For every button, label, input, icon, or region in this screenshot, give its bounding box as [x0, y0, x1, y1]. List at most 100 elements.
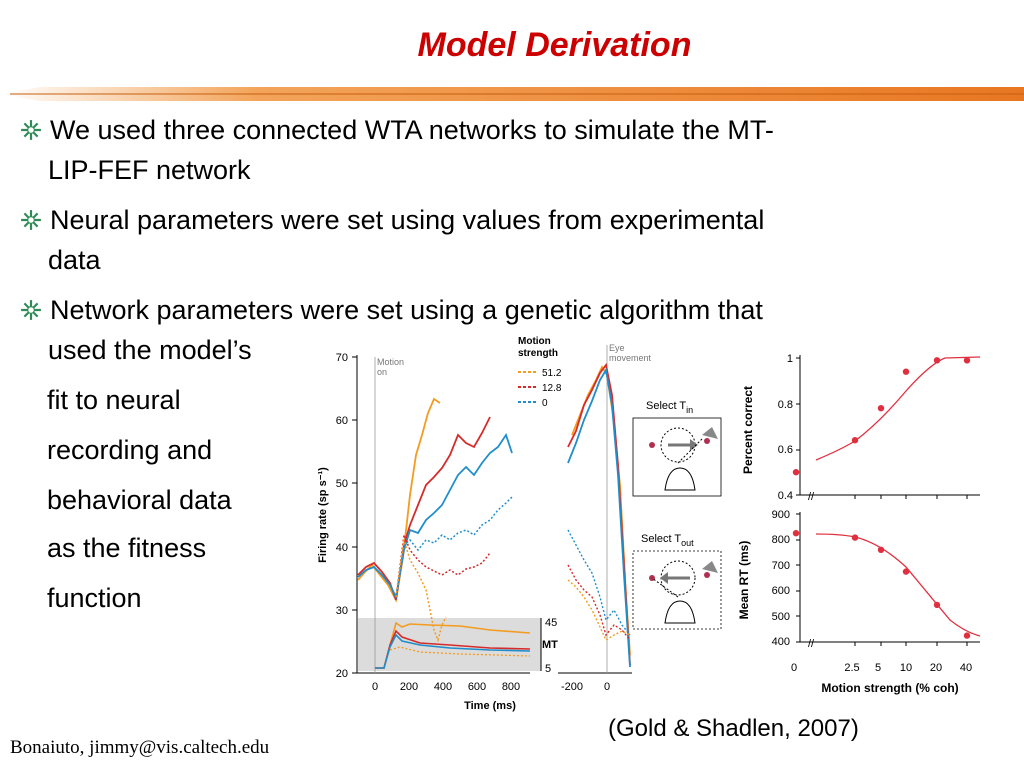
svg-text:600: 600 — [468, 681, 486, 693]
bullet-3-line1: Network parameters were set using a gene… — [50, 295, 763, 325]
rt-tick: 800 — [772, 534, 790, 546]
firing-rate-figure: 20 30 40 50 60 70 Firing rate (sp s⁻¹) 4… — [317, 336, 722, 712]
svg-text:800: 800 — [502, 681, 520, 693]
rt-data-point — [902, 568, 910, 575]
pc-tick: 0.6 — [778, 444, 793, 456]
legend-title-1: Motion — [518, 336, 551, 347]
lip-sacc-12-tout-line — [567, 564, 631, 641]
rt-tick: 600 — [772, 585, 790, 597]
firing-y-tick-label: 60 — [336, 415, 348, 427]
firing-x-ticks-right: -200 0 — [561, 681, 610, 693]
firing-x-label: Time (ms) — [464, 700, 516, 712]
rt-data-point — [963, 632, 971, 639]
mt-tick-bottom: 5 — [545, 663, 551, 675]
rt-points — [792, 530, 971, 639]
eye-movement-label-2: movement — [609, 353, 652, 363]
svg-text:200: 200 — [400, 681, 418, 693]
pc-data-point — [877, 405, 885, 412]
mt-0-line — [375, 633, 531, 669]
lip-12-tout-line — [395, 532, 491, 598]
lip-12-tin-line — [357, 416, 491, 601]
firing-y-ticks — [352, 356, 357, 674]
pc-data-point — [851, 437, 859, 444]
svg-text:-200: -200 — [561, 681, 583, 693]
lip-sacc-51-tout-line — [567, 579, 631, 642]
motion-on-label-1: Motion — [377, 357, 404, 367]
select-tout-label: Select Tout — [641, 533, 694, 548]
motion-on-label-2: on — [377, 367, 387, 377]
select-tin-label: Select Tin — [646, 400, 693, 415]
pc-data-point — [963, 357, 971, 364]
lip-0-tout-line — [395, 496, 513, 598]
rt-x-tick: 10 — [900, 662, 912, 674]
pc-tick: 0.4 — [778, 490, 793, 502]
tout-schematic — [632, 550, 722, 630]
motion-strength-label: Motion strength (% coh) — [821, 681, 958, 695]
rt-tick: 700 — [772, 560, 790, 572]
svg-text:0: 0 — [372, 681, 378, 693]
rt-data-point — [877, 546, 885, 553]
pc-data-point — [902, 368, 910, 375]
rt-x-tick: 20 — [930, 662, 942, 674]
bullet-3: Network parameters were set using a gene… — [20, 290, 990, 370]
rt-data-point — [792, 530, 800, 537]
continuation-line-3: behavioral data — [47, 485, 232, 515]
legend-label-51: 51.2 — [542, 368, 562, 379]
bullet-1-line2: LIP-FEF network — [48, 155, 251, 185]
rt-data-point — [933, 601, 941, 609]
bullet-flower-icon — [21, 120, 41, 140]
bullet-flower-icon — [21, 300, 41, 320]
firing-y-tick-label: 40 — [336, 542, 348, 554]
pc-data-point — [792, 469, 800, 476]
continuation-line-4: as the fitness — [47, 533, 207, 563]
pc-points — [792, 357, 971, 476]
legend-label-12: 12.8 — [542, 383, 562, 394]
pc-y-label: Percent correct — [741, 386, 755, 474]
rt-tick: 400 — [772, 636, 790, 648]
bullet-3-line2: used the model’s — [48, 335, 252, 365]
pc-axis-break: // — [808, 491, 815, 503]
rt-data-point — [851, 534, 859, 541]
lip-0-tin-line — [357, 432, 513, 600]
pc-data-point — [933, 357, 941, 364]
continuation-line-1: fit to neural — [47, 385, 181, 415]
bullet-flower-icon — [21, 210, 41, 230]
rt-tick: 500 — [772, 611, 790, 623]
rt-x-tick: 0 — [791, 662, 797, 674]
behavior-figure: 0.4 0.6 0.8 1 // Percent correct 400 500… — [737, 353, 981, 695]
rt-x-tick: 5 — [875, 662, 881, 674]
bullet-1: We used three connected WTA networks to … — [20, 110, 990, 190]
firing-y-tick-label: 50 — [336, 478, 348, 490]
rt-axis-break: // — [808, 638, 815, 650]
eye-movement-label-1: Eye — [609, 343, 625, 353]
svg-text:0: 0 — [604, 681, 610, 693]
continuation-line-5: function — [47, 583, 142, 613]
bullet-2-line2: data — [48, 245, 101, 275]
legend-label-0: 0 — [542, 398, 548, 409]
legend-entries: 51.2 12.8 0 — [518, 368, 562, 409]
pc-fit-curve — [815, 356, 981, 461]
mt-label: MT — [542, 639, 558, 651]
title-underline — [0, 87, 1024, 101]
bullet-2: Neural parameters were set using values … — [20, 200, 990, 280]
lip-sacc-0-tout-line — [567, 529, 631, 636]
firing-y-tick-label: 30 — [336, 605, 348, 617]
firing-y-label: Firing rate (sp s⁻¹) — [317, 467, 329, 563]
bullet-1-line1: We used three connected WTA networks to … — [50, 115, 774, 145]
bullet-2-line1: Neural parameters were set using values … — [50, 205, 765, 235]
footer-author: Bonaiuto, jimmy@vis.caltech.edu — [10, 737, 270, 758]
mt-tick-top: 45 — [545, 617, 557, 629]
pc-tick: 0.8 — [778, 399, 793, 411]
svg-text:400: 400 — [434, 681, 452, 693]
rt-fit-curve — [815, 533, 981, 637]
continuation-line-2: recording and — [47, 435, 213, 465]
slide-title: Model Derivation — [417, 26, 692, 64]
rt-y-label: Mean RT (ms) — [737, 541, 751, 620]
rt-tick: 900 — [772, 509, 790, 521]
firing-y-tick-label: 70 — [336, 352, 348, 364]
tin-schematic — [632, 417, 722, 497]
pc-tick: 1 — [787, 353, 793, 365]
rt-x-tick: 40 — [960, 662, 972, 674]
rt-x-tick: 2.5 — [844, 662, 859, 674]
lip-sacc-0-line — [567, 367, 631, 668]
